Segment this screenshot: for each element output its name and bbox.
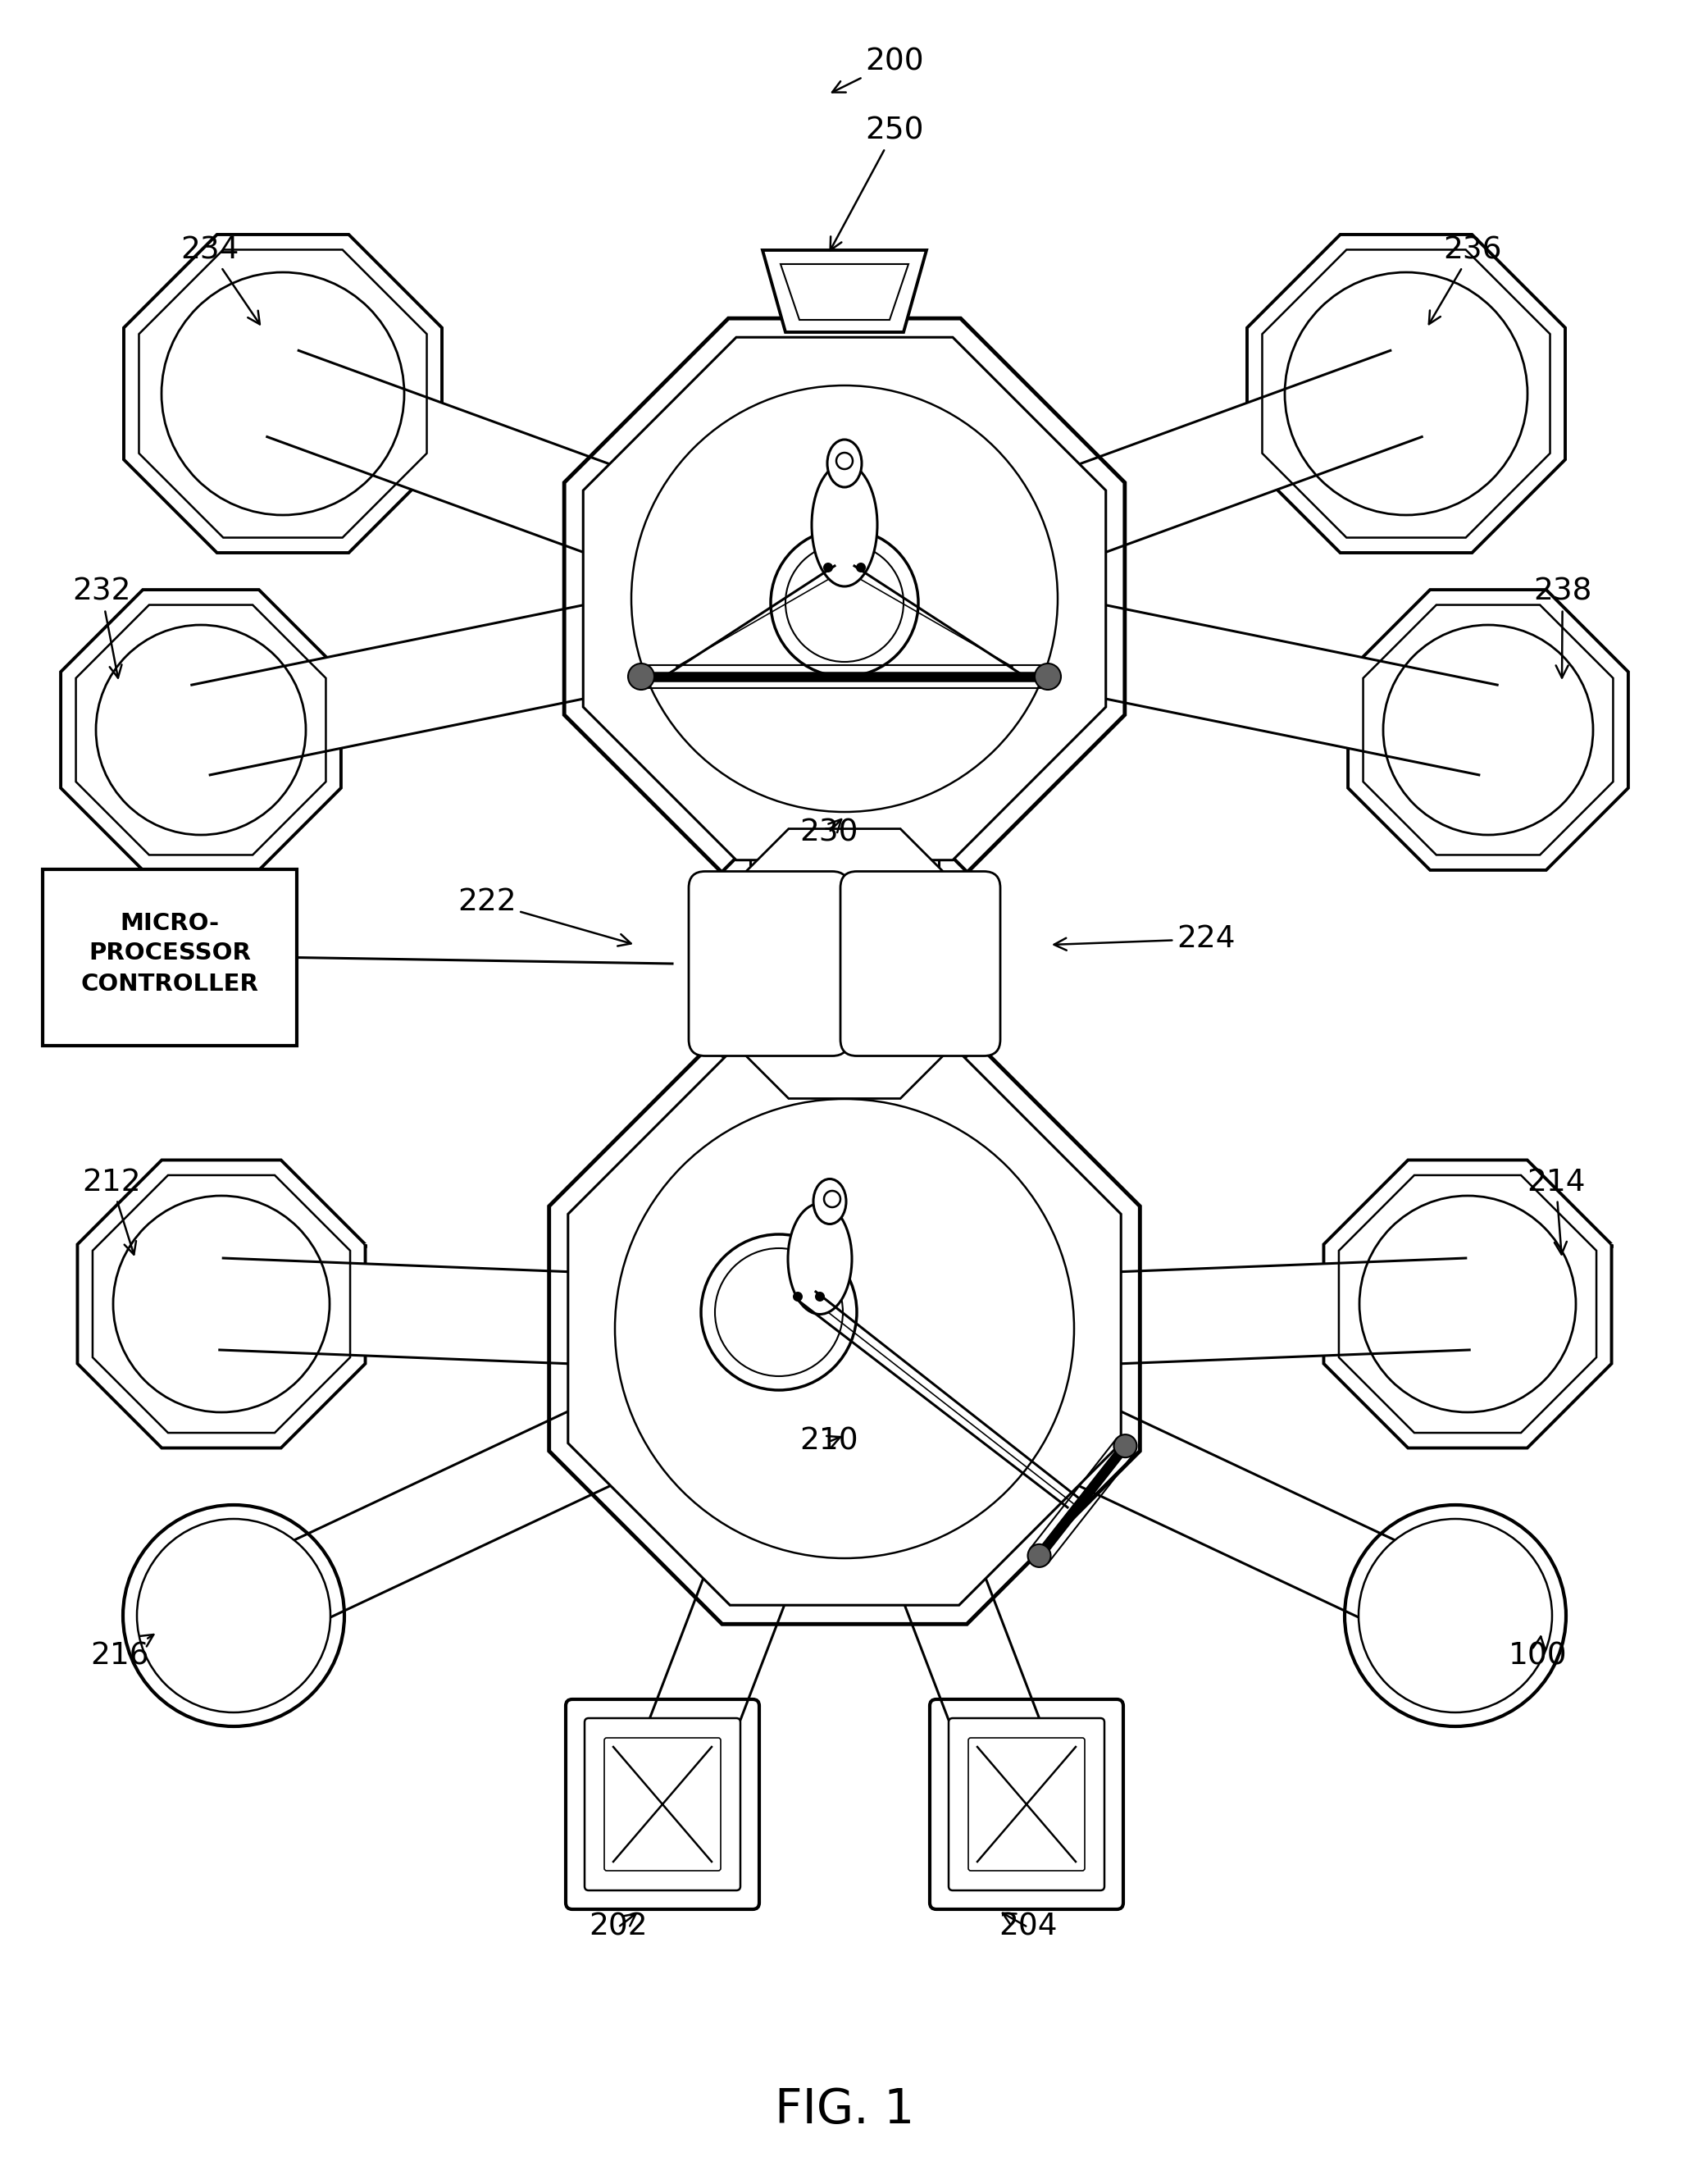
- Polygon shape: [564, 319, 1125, 878]
- Polygon shape: [138, 249, 427, 537]
- Polygon shape: [1348, 590, 1628, 869]
- Polygon shape: [583, 336, 1106, 860]
- Text: PROCESSOR: PROCESSOR: [88, 941, 252, 965]
- Polygon shape: [804, 1313, 1066, 1819]
- Polygon shape: [1363, 605, 1613, 854]
- Text: 202: 202: [589, 1913, 647, 1942]
- Circle shape: [1344, 1505, 1566, 1725]
- Polygon shape: [623, 1313, 885, 1819]
- Text: 210: 210: [799, 1426, 858, 1457]
- Polygon shape: [549, 1033, 1140, 1625]
- Text: MICRO-: MICRO-: [120, 911, 220, 935]
- Polygon shape: [750, 963, 939, 1328]
- Polygon shape: [709, 828, 980, 1099]
- Text: CONTROLLER: CONTROLLER: [81, 974, 258, 996]
- Circle shape: [701, 1234, 856, 1391]
- Polygon shape: [220, 1258, 846, 1374]
- Polygon shape: [568, 1053, 1121, 1605]
- Ellipse shape: [812, 463, 877, 585]
- FancyBboxPatch shape: [841, 871, 1000, 1055]
- Circle shape: [1029, 1544, 1051, 1568]
- Polygon shape: [826, 1291, 1473, 1653]
- Text: 200: 200: [833, 46, 924, 92]
- Text: 234: 234: [181, 236, 260, 323]
- Text: 232: 232: [73, 577, 130, 677]
- Circle shape: [1035, 664, 1061, 690]
- Circle shape: [785, 544, 904, 662]
- Polygon shape: [93, 1175, 350, 1433]
- Polygon shape: [267, 349, 860, 642]
- Text: 214: 214: [1527, 1168, 1586, 1254]
- Polygon shape: [1262, 249, 1551, 537]
- Polygon shape: [76, 605, 326, 854]
- FancyBboxPatch shape: [929, 1699, 1123, 1909]
- Polygon shape: [750, 598, 939, 963]
- Polygon shape: [692, 812, 997, 1116]
- FancyBboxPatch shape: [689, 871, 848, 1055]
- Polygon shape: [61, 590, 341, 869]
- Polygon shape: [836, 555, 1496, 775]
- FancyBboxPatch shape: [968, 1738, 1084, 1872]
- Text: 222: 222: [458, 887, 632, 946]
- Text: 238: 238: [1534, 577, 1591, 677]
- Circle shape: [770, 529, 919, 677]
- Text: 224: 224: [1054, 924, 1235, 954]
- Polygon shape: [193, 555, 853, 775]
- FancyBboxPatch shape: [605, 1738, 721, 1872]
- Text: 250: 250: [831, 116, 924, 251]
- Text: 100: 100: [1508, 1636, 1567, 1671]
- Polygon shape: [829, 349, 1422, 642]
- Polygon shape: [1246, 234, 1566, 553]
- Polygon shape: [216, 1291, 863, 1653]
- Circle shape: [1358, 1518, 1552, 1712]
- Polygon shape: [762, 251, 927, 332]
- Text: 230: 230: [799, 817, 858, 847]
- Polygon shape: [123, 234, 443, 553]
- Polygon shape: [1339, 1175, 1596, 1433]
- Circle shape: [137, 1518, 331, 1712]
- Text: 204: 204: [998, 1913, 1057, 1942]
- Circle shape: [792, 1291, 802, 1302]
- Polygon shape: [780, 264, 909, 319]
- Polygon shape: [78, 1160, 365, 1448]
- Ellipse shape: [789, 1203, 851, 1315]
- Text: 236: 236: [1429, 236, 1502, 323]
- Circle shape: [823, 563, 833, 572]
- Circle shape: [123, 1505, 345, 1725]
- Circle shape: [628, 664, 654, 690]
- Circle shape: [714, 1249, 843, 1376]
- FancyBboxPatch shape: [42, 869, 297, 1046]
- Ellipse shape: [828, 439, 861, 487]
- Polygon shape: [1324, 1160, 1611, 1448]
- Circle shape: [856, 563, 866, 572]
- Text: 216: 216: [90, 1634, 154, 1671]
- Ellipse shape: [814, 1179, 846, 1223]
- Circle shape: [816, 1291, 824, 1302]
- Polygon shape: [843, 1258, 1469, 1374]
- FancyBboxPatch shape: [566, 1699, 760, 1909]
- FancyBboxPatch shape: [949, 1719, 1105, 1891]
- Circle shape: [1113, 1435, 1137, 1457]
- FancyBboxPatch shape: [584, 1719, 740, 1891]
- Text: FIG. 1: FIG. 1: [775, 2086, 914, 2134]
- Text: 212: 212: [83, 1168, 140, 1254]
